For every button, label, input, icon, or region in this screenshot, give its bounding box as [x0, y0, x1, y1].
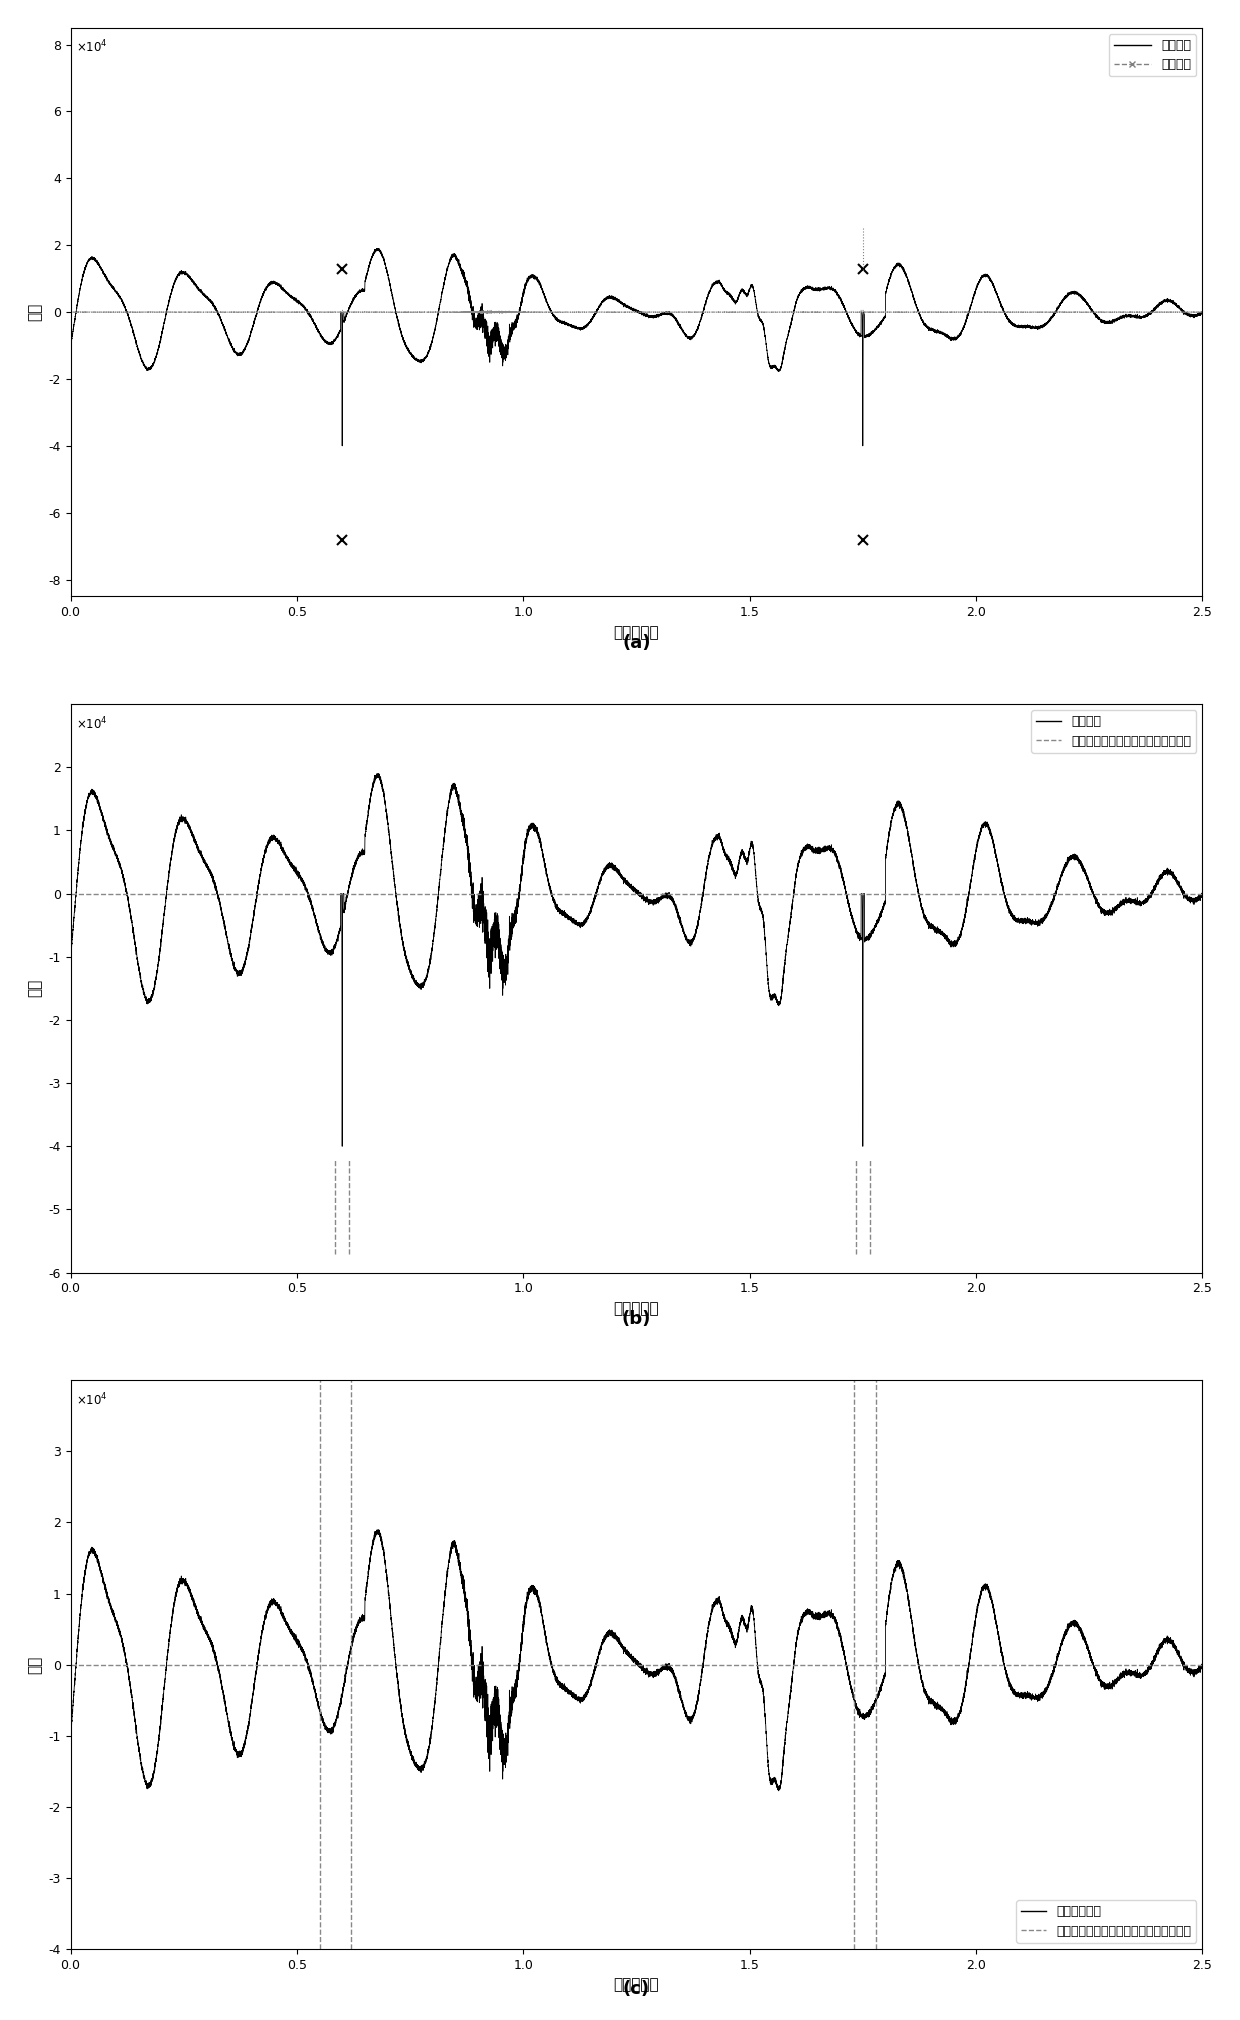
Text: $\times10^4$: $\times10^4$: [76, 38, 108, 57]
差分结果: [63, 299, 78, 323]
原始数据: [63, 333, 78, 358]
原始数据: [63, 945, 78, 970]
Line: 原始数据: 原始数据: [71, 248, 1203, 446]
差分结果: [748, 301, 763, 325]
Line: 原始数据: 原始数据: [71, 774, 1203, 1145]
原始数据: [345, 858, 360, 883]
原始数据: [335, 434, 350, 459]
修复后的数据: [771, 1780, 786, 1804]
差分结果: [1195, 301, 1210, 325]
原始数据: [371, 762, 386, 786]
原始数据: [335, 1133, 350, 1157]
原始数据: [874, 899, 889, 923]
Text: $\times10^4$: $\times10^4$: [76, 1392, 108, 1408]
原始数据: [790, 287, 805, 311]
X-axis label: 时长（秒）: 时长（秒）: [614, 624, 660, 640]
Legend: 原始数据, 定位到的削波失真区域（虚线框内）: 原始数据, 定位到的削波失真区域（虚线框内）: [1030, 711, 1197, 753]
Text: (a): (a): [622, 634, 651, 652]
Text: $\times10^4$: $\times10^4$: [76, 715, 108, 731]
修复后的数据: [874, 1673, 889, 1697]
原始数据: [1195, 885, 1210, 909]
修复后的数据: [63, 1723, 78, 1747]
原始数据: [345, 287, 360, 311]
原始数据: [1122, 887, 1137, 911]
Y-axis label: 幅度: 幅度: [29, 1656, 43, 1675]
原始数据: [790, 858, 805, 883]
修复后的数据: [1122, 1658, 1137, 1683]
修复后的数据: [599, 1624, 614, 1648]
Legend: 修复后的数据, 原先定位到的削波失真区域（虚线框内）: 修复后的数据, 原先定位到的削波失真区域（虚线框内）: [1016, 1901, 1197, 1943]
原始数据: [874, 309, 889, 333]
原始数据: [1195, 301, 1210, 325]
Y-axis label: 幅度: 幅度: [27, 980, 42, 998]
Text: (c): (c): [622, 1980, 650, 1998]
修复后的数据: [345, 1628, 360, 1652]
原始数据: [599, 287, 614, 311]
Line: 修复后的数据: 修复后的数据: [71, 1529, 1203, 1792]
修复后的数据: [790, 1626, 805, 1650]
差分结果: [1122, 299, 1137, 323]
原始数据: [748, 854, 763, 879]
修复后的数据: [371, 1517, 386, 1541]
原始数据: [1122, 303, 1137, 327]
差分结果: [345, 301, 360, 325]
差分结果: [335, 297, 350, 321]
差分结果: [874, 299, 889, 323]
差分结果: [790, 301, 805, 325]
Legend: 原始数据, 差分结果: 原始数据, 差分结果: [1109, 34, 1197, 77]
Line: 差分结果: 差分结果: [71, 309, 1203, 315]
修复后的数据: [1195, 1656, 1210, 1681]
X-axis label: 时长（秒）: 时长（秒）: [614, 1978, 660, 1992]
Text: (b): (b): [621, 1309, 651, 1327]
X-axis label: 时长（秒）: 时长（秒）: [614, 1301, 660, 1315]
差分结果: [599, 301, 614, 325]
原始数据: [371, 236, 386, 261]
原始数据: [748, 287, 763, 311]
修复后的数据: [748, 1620, 763, 1644]
差分结果: [335, 303, 350, 327]
原始数据: [599, 856, 614, 881]
Y-axis label: 幅度: 幅度: [27, 303, 42, 321]
